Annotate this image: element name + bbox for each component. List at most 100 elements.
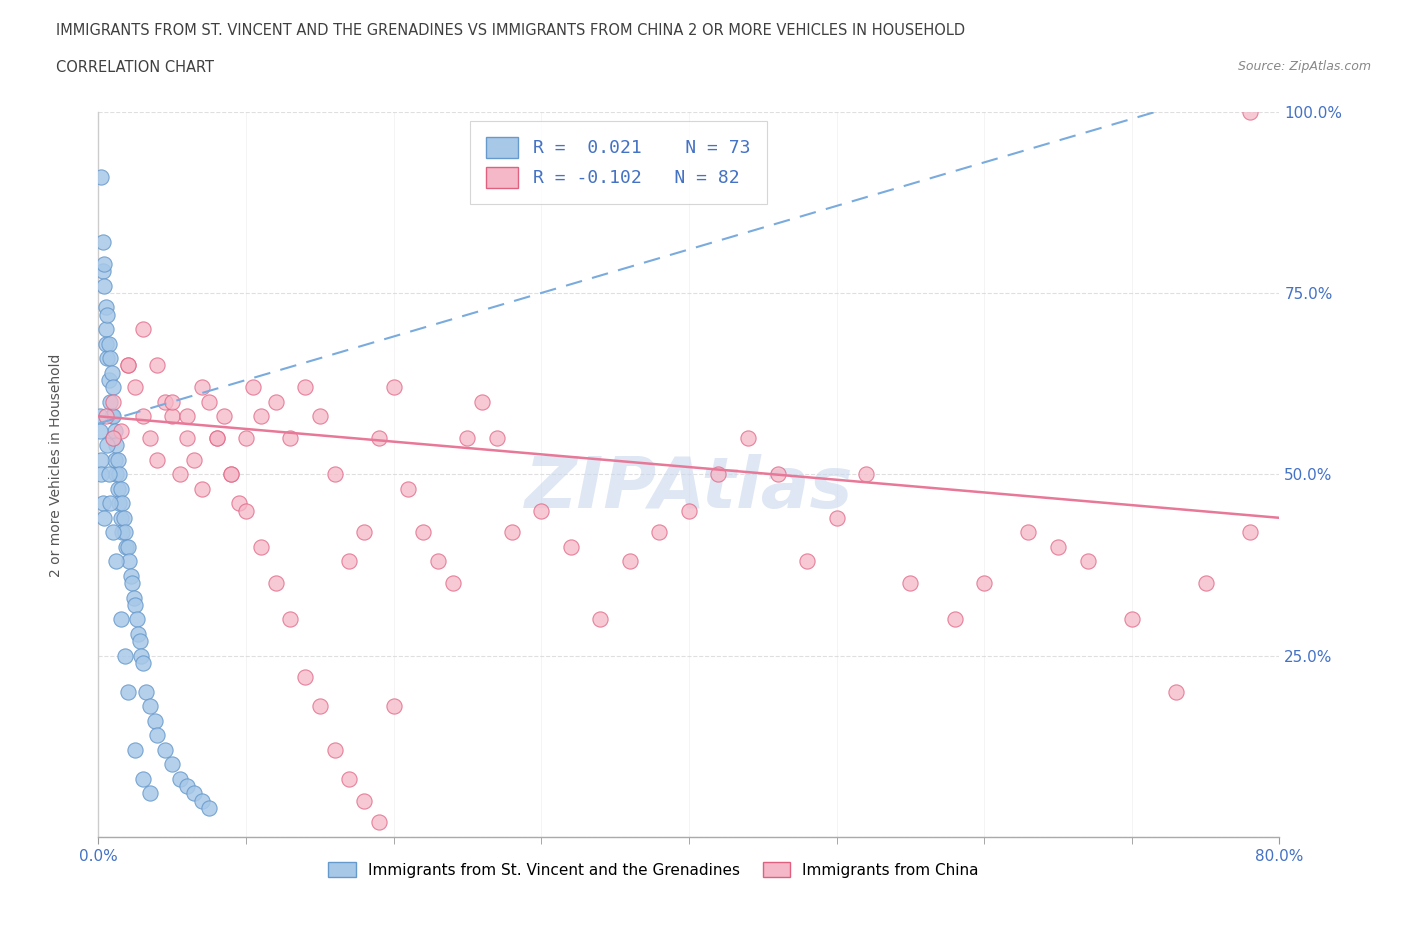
Point: [309, 409, 332, 424]
Point: [132, 409, 155, 424]
Point: [143, 713, 166, 728]
Point: [127, 627, 149, 642]
Point: [1121, 612, 1143, 627]
Point: [250, 539, 273, 554]
Point: [427, 554, 450, 569]
Legend: Immigrants from St. Vincent and the Grenadines, Immigrants from China: Immigrants from St. Vincent and the Gren…: [322, 856, 986, 884]
Point: [91, 234, 114, 249]
Point: [323, 467, 346, 482]
Point: [973, 576, 995, 591]
Point: [221, 467, 243, 482]
Point: [93, 278, 115, 293]
Point: [943, 612, 966, 627]
Point: [382, 379, 405, 394]
Point: [104, 452, 127, 467]
Point: [162, 409, 183, 424]
Point: [191, 482, 214, 497]
Point: [104, 423, 127, 438]
Point: [228, 496, 250, 511]
Point: [98, 496, 121, 511]
Point: [110, 482, 132, 497]
Point: [96, 351, 118, 365]
Point: [94, 337, 117, 352]
Point: [103, 431, 125, 445]
Point: [124, 742, 146, 757]
Point: [107, 482, 129, 497]
Point: [368, 431, 391, 445]
Point: [117, 358, 139, 373]
Point: [339, 554, 361, 569]
Point: [796, 554, 818, 569]
Point: [221, 467, 243, 482]
Point: [91, 264, 114, 279]
Point: [89, 409, 111, 424]
Point: [97, 467, 120, 482]
Point: [91, 496, 114, 511]
Point: [111, 525, 134, 539]
Text: Source: ZipAtlas.com: Source: ZipAtlas.com: [1237, 60, 1371, 73]
Point: [825, 511, 848, 525]
Point: [139, 431, 162, 445]
Point: [323, 742, 346, 757]
Point: [139, 699, 162, 714]
Point: [294, 670, 316, 684]
Point: [737, 431, 759, 445]
Point: [176, 778, 198, 793]
Point: [139, 786, 162, 801]
Point: [105, 438, 128, 453]
Point: [486, 431, 509, 445]
Point: [94, 322, 117, 337]
Point: [398, 482, 420, 497]
Point: [766, 467, 789, 482]
Point: [294, 379, 316, 394]
Point: [103, 525, 125, 539]
Point: [1047, 539, 1070, 554]
Point: [382, 699, 405, 714]
Point: [1195, 576, 1218, 591]
Point: [90, 169, 112, 184]
Point: [153, 742, 176, 757]
Point: [97, 373, 120, 388]
Point: [110, 423, 132, 438]
Point: [112, 511, 135, 525]
Point: [264, 394, 287, 409]
Point: [93, 511, 115, 525]
Point: [169, 772, 191, 787]
Point: [648, 525, 671, 539]
Point: [1077, 554, 1099, 569]
Point: [353, 525, 375, 539]
Point: [530, 503, 553, 518]
Point: [589, 612, 612, 627]
Point: [309, 699, 332, 714]
Point: [678, 503, 700, 518]
Point: [103, 431, 125, 445]
Text: IMMIGRANTS FROM ST. VINCENT AND THE GRENADINES VS IMMIGRANTS FROM CHINA 2 OR MOR: IMMIGRANTS FROM ST. VINCENT AND THE GREN…: [56, 23, 966, 38]
Text: ZIPAtlas: ZIPAtlas: [524, 455, 853, 524]
Point: [98, 394, 121, 409]
Point: [183, 452, 205, 467]
Point: [108, 467, 131, 482]
Point: [105, 554, 128, 569]
Point: [110, 511, 132, 525]
Point: [1239, 104, 1261, 119]
Point: [162, 394, 183, 409]
Point: [205, 431, 228, 445]
Point: [110, 612, 132, 627]
Point: [122, 591, 145, 605]
Point: [108, 496, 131, 511]
Point: [198, 394, 221, 409]
Point: [98, 351, 121, 365]
Point: [94, 409, 117, 424]
Point: [176, 409, 198, 424]
Point: [146, 358, 169, 373]
Point: [105, 467, 128, 482]
Point: [250, 409, 273, 424]
Point: [96, 438, 118, 453]
Point: [111, 496, 134, 511]
Point: [135, 684, 157, 699]
Point: [124, 597, 146, 612]
Point: [205, 431, 228, 445]
Point: [103, 409, 125, 424]
Point: [132, 656, 155, 671]
Point: [212, 409, 235, 424]
